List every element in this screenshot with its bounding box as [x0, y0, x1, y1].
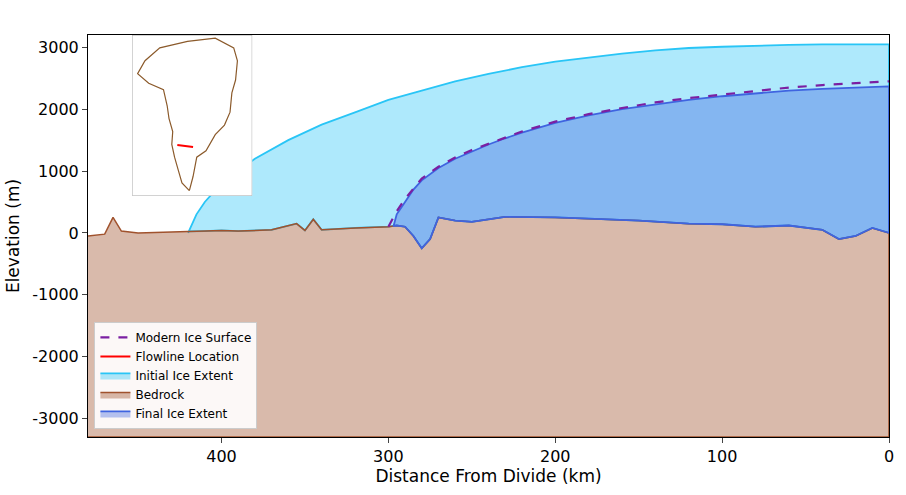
svg-text:Initial Ice Extent: Initial Ice Extent [135, 369, 233, 383]
svg-text:0: 0 [69, 224, 79, 243]
svg-text:Flowline Location: Flowline Location [135, 350, 239, 364]
svg-text:-3000: -3000 [32, 409, 79, 428]
svg-text:400: 400 [206, 447, 237, 466]
svg-text:-2000: -2000 [32, 347, 79, 366]
svg-text:-1000: -1000 [32, 285, 79, 304]
svg-text:100: 100 [707, 447, 738, 466]
svg-text:Final Ice Extent: Final Ice Extent [135, 407, 227, 421]
svg-text:300: 300 [373, 447, 404, 466]
svg-text:3000: 3000 [38, 38, 79, 57]
svg-text:Distance From Divide (km): Distance From Divide (km) [375, 466, 601, 486]
svg-text:200: 200 [540, 447, 571, 466]
svg-text:Elevation (m): Elevation (m) [3, 179, 23, 293]
svg-text:1000: 1000 [38, 162, 79, 181]
svg-text:Bedrock: Bedrock [135, 388, 184, 402]
svg-text:Modern Ice Surface: Modern Ice Surface [135, 331, 251, 345]
svg-text:0: 0 [884, 447, 894, 466]
svg-text:2000: 2000 [38, 100, 79, 119]
